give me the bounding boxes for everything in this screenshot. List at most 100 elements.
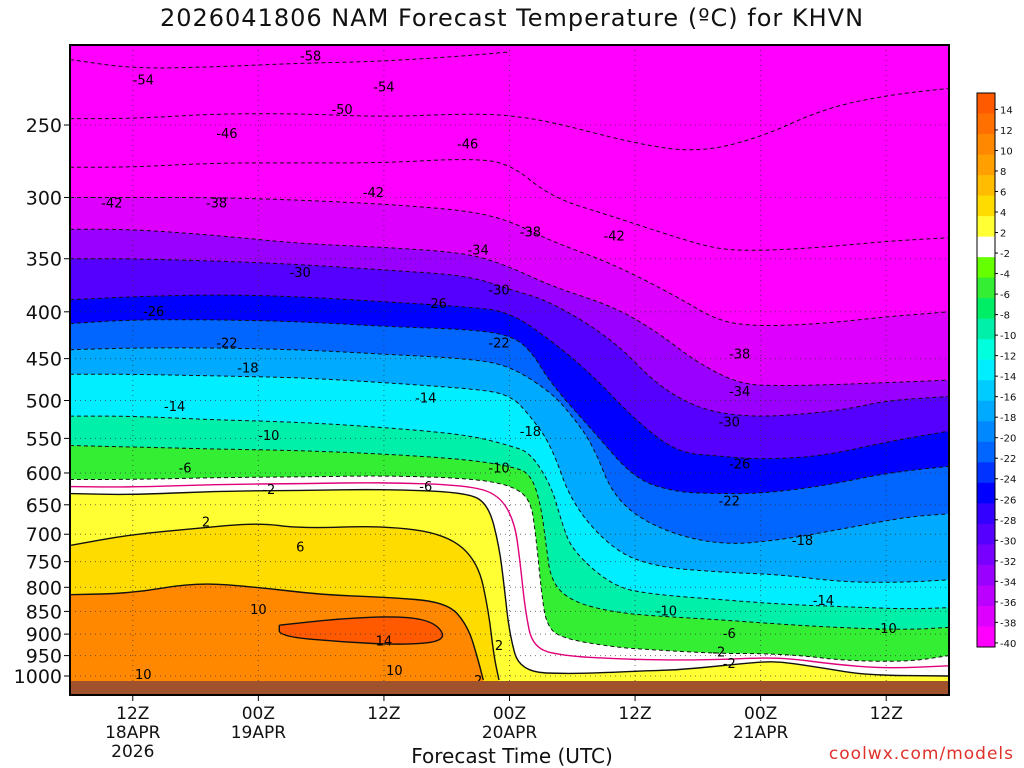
y-tick-label: 400 [26,302,62,324]
contour-label: -10 [656,604,677,619]
colorbar-label: -20 [1000,434,1016,445]
x-tick-label: 00Z [242,704,275,724]
x-axis-title: Forecast Time (UTC) [411,744,613,768]
colorbar-swatch [977,175,995,197]
colorbar-label: -14 [1000,372,1016,383]
contour-label: -42 [604,229,625,244]
contour-label: 2 [202,516,210,531]
colorbar-swatch [977,339,995,361]
y-tick-label: 250 [26,115,62,137]
isotherm--54 [70,51,510,69]
colorbar-swatch [977,380,995,402]
y-tick-label: 600 [26,463,62,485]
x-tick-label: 12Z [870,704,903,724]
y-tick-label: 900 [26,624,62,646]
colorbar-swatch [977,154,995,176]
contour-label: 10 [135,668,152,683]
y-tick-label: 700 [26,524,62,546]
colorbar-swatch [977,236,995,258]
contour-label: -38 [206,197,227,212]
colorbar-swatch [977,441,995,463]
colorbar-label: -36 [1000,598,1016,609]
contour-label: -10 [876,622,897,637]
colorbar-label: -32 [1000,557,1016,568]
colorbar-swatch [977,544,995,566]
contour-label: -26 [729,458,750,473]
isotherm--10 [70,415,949,610]
y-tick-label: 550 [26,428,62,450]
colorbar-label: -22 [1000,454,1016,465]
colorbar-label: -24 [1000,475,1016,486]
temperature-band-14 [279,616,443,645]
y-tick-label: 500 [26,391,62,413]
contour-label: -50 [331,103,352,118]
contour-label: -26 [143,305,164,320]
colorbar-swatch [977,216,995,238]
x-tick-label: 21APR [733,723,789,743]
isotherm--22 [70,319,949,495]
colorbar-legend: 14 12 10 8 6 4 2 -2 -4 -6 -8 -10 -12 -14 -16 -18 -20 -22 -… [976,92,1016,650]
y-tick-label: 650 [26,495,62,517]
x-tick-label: 12Z [116,704,149,724]
colorbar-label: -26 [1000,495,1016,506]
colorbar-label: -30 [1000,536,1016,547]
y-tick-label: 450 [26,349,62,371]
colorbar-swatch [977,523,995,545]
contour-label: -2 [712,645,725,660]
y-axis: 2503003504004505005506006507007508008509… [14,115,70,688]
y-tick-label: 850 [26,601,62,623]
colorbar-label: -16 [1000,393,1016,404]
isotherm--26 [70,294,949,460]
contour-label: -38 [729,347,750,362]
contour-label: -18 [792,534,813,549]
colorbar-label: -18 [1000,413,1016,424]
x-tick-label: 18APR [105,723,161,743]
contour-label: -58 [300,50,321,65]
colorbar-swatch [977,257,995,279]
site-credit-link[interactable]: coolwx.com/models [828,744,1014,764]
colorbar-label: -28 [1000,516,1016,527]
colorbar-swatch [977,113,995,135]
colorbar-swatch [977,134,995,156]
contour-label: -30 [719,415,740,430]
colorbar-label: 10 [1000,146,1013,157]
y-tick-label: 750 [26,552,62,574]
contour-label: -22 [216,336,237,351]
contour-label: -42 [363,186,384,201]
isotherm--38 [70,196,949,327]
colorbar-frame [976,92,996,648]
colorbar-label: 14 [1000,105,1013,116]
colorbar-label: 8 [1000,167,1006,178]
colorbar-swatch [977,503,995,525]
isotherm-10 [70,583,484,681]
contour-label: -22 [488,336,509,351]
contour-label: -18 [237,361,258,376]
terrain-strip [70,681,949,695]
contour-label: -46 [216,127,237,142]
isotherm-6 [70,523,500,681]
colorbar-label: -10 [1000,331,1016,342]
isotherm--18 [70,347,949,544]
contour-label: -2 [723,657,736,672]
contour-label: -30 [290,266,311,281]
isotherm--14 [70,373,949,583]
colorbar-swatch [977,421,995,443]
y-tick-label: 800 [26,577,62,599]
contour-label: 10 [386,664,403,679]
contour-label: -6 [723,627,736,642]
isotherm-2 [70,488,949,677]
colorbar-swatch [977,585,995,607]
contour-label: -34 [467,244,488,259]
colorbar-swatch [977,359,995,381]
freezing-line [70,482,949,669]
colorbar-label: -8 [1000,311,1010,322]
contour-label: -18 [520,425,541,440]
contour-label: -54 [133,74,154,89]
colorbar-label: 2 [1000,229,1006,240]
colorbar-label: 6 [1000,187,1006,198]
isotherm--30 [70,258,949,417]
plot-area: -58 -54 -54 -50 -46 -46 -42 -42 -42 -38 -38 -38 -34 -… [69,44,950,696]
isotherm--46 [70,87,949,151]
